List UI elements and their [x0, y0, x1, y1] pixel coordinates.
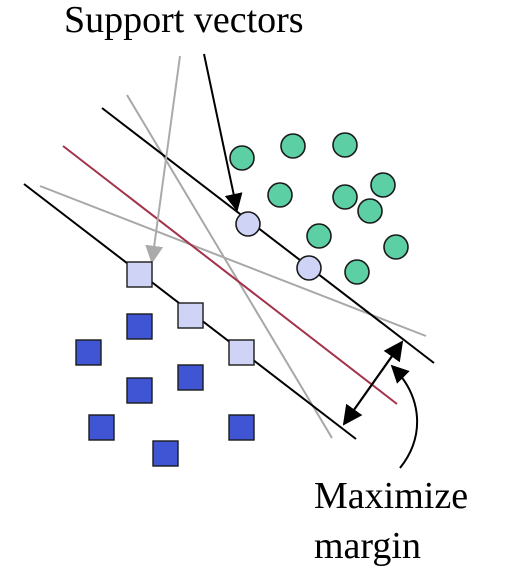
- green-point: [357, 198, 383, 224]
- blue-point: [88, 414, 115, 441]
- blue-point: [228, 414, 255, 441]
- blue-class-points: [75, 313, 255, 467]
- margin-width-arrow: [342, 340, 404, 426]
- support-vector-square: [228, 339, 255, 366]
- blue-point: [177, 364, 204, 391]
- green-point: [370, 172, 396, 198]
- green-point: [267, 182, 293, 208]
- support-vector-arrow-black: [203, 53, 243, 212]
- green-support-vectors: [235, 211, 322, 281]
- green-point: [280, 133, 306, 159]
- green-point: [332, 184, 358, 210]
- blue-point: [152, 440, 179, 467]
- support-vector-circle: [235, 211, 261, 237]
- green-point: [383, 234, 409, 260]
- green-point: [306, 223, 332, 249]
- green-point: [332, 132, 358, 158]
- green-class-points: [229, 132, 409, 285]
- blue-point: [126, 313, 153, 340]
- optimal-hyperplane: [62, 145, 398, 405]
- support-vectors-label: Support vectors: [64, 0, 304, 41]
- support-vector-square: [126, 261, 153, 288]
- margin-label: margin: [314, 525, 421, 567]
- support-vector-square: [177, 302, 204, 329]
- support-vector-arrow-gray: [145, 55, 181, 264]
- upper-margin-line: [101, 107, 435, 364]
- maximize-label: Maximize: [314, 475, 468, 517]
- blue-point: [75, 339, 102, 366]
- green-point: [344, 259, 370, 285]
- maximize-margin-pointer: [390, 364, 418, 469]
- alternative-line-1: [126, 94, 333, 439]
- green-point: [229, 145, 255, 171]
- blue-point: [126, 377, 153, 404]
- blue-support-vectors: [126, 261, 255, 366]
- alternative-line-2: [39, 185, 427, 337]
- support-vector-circle: [296, 255, 322, 281]
